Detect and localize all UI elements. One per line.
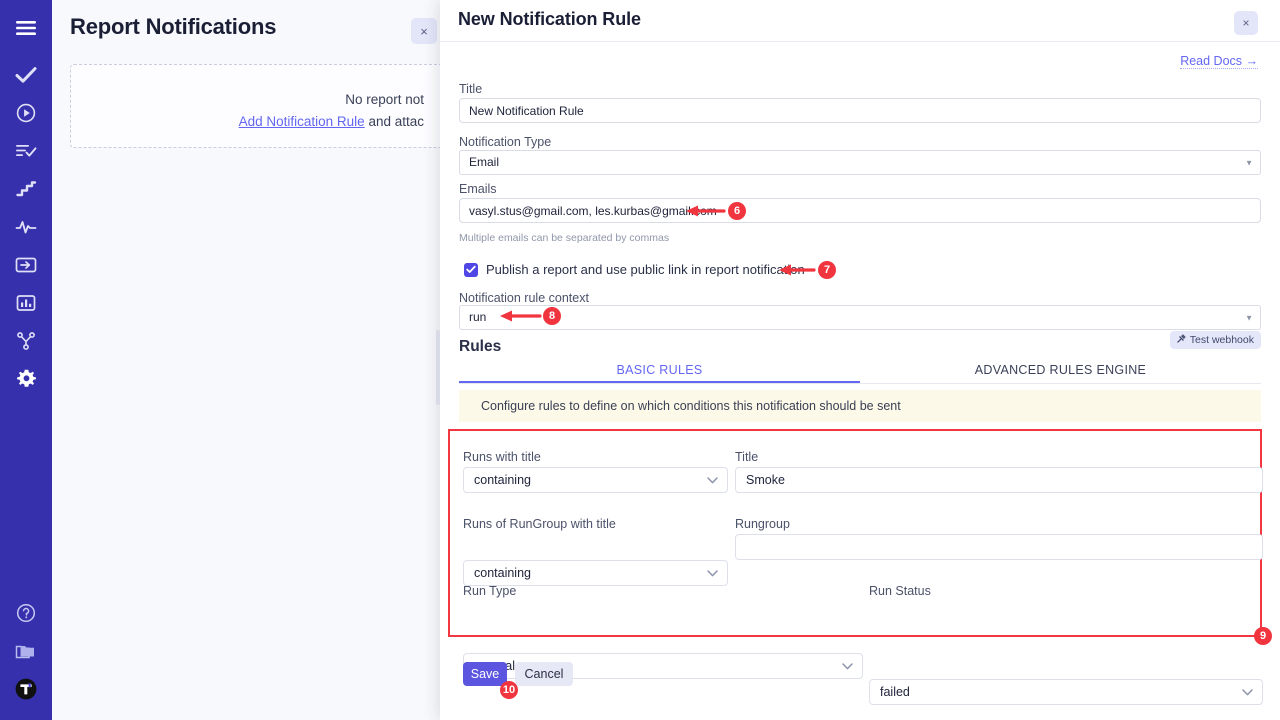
run-status-value: failed [880, 685, 910, 699]
save-button[interactable]: Save [463, 662, 507, 686]
chevron-down-icon [1242, 685, 1253, 699]
left-sidebar-rail [0, 0, 52, 720]
publish-checkbox[interactable] [464, 262, 478, 277]
avatar[interactable] [0, 670, 52, 708]
emails-input[interactable] [459, 198, 1261, 223]
context-select[interactable]: run ▼ [459, 305, 1261, 330]
title-rule-input[interactable]: Smoke [735, 467, 1263, 493]
annotation-badge-10: 10 [500, 681, 518, 699]
bar-chart-box-icon [16, 294, 36, 312]
title-label: Title [459, 82, 483, 96]
empty-state-suffix: and attac [364, 114, 424, 129]
cancel-button[interactable]: Cancel [515, 662, 573, 686]
title-rule-value: Smoke [746, 473, 785, 487]
context-value: run [469, 310, 487, 324]
panel-scrollbar[interactable] [436, 330, 440, 405]
check-icon [15, 66, 37, 84]
publish-checkbox-row: Publish a report and use public link in … [464, 262, 805, 277]
sidebar-item-help[interactable] [0, 594, 52, 632]
empty-state-text: No report not Add Notification Rule and … [239, 89, 424, 133]
sidebar-item-tests[interactable] [0, 56, 52, 94]
sidebar-item-projects[interactable] [0, 632, 52, 670]
gear-icon [16, 369, 37, 390]
sidebar-item-settings[interactable] [0, 360, 52, 398]
sidebar-item-steps[interactable] [0, 170, 52, 208]
runs-with-title-select[interactable]: containing [463, 467, 728, 493]
test-webhook-button[interactable]: Test webhook [1169, 331, 1261, 349]
chevron-down-icon [842, 659, 853, 673]
rungroup-title-select[interactable]: containing [463, 560, 728, 586]
emails-hint: Multiple emails can be separated by comm… [459, 232, 670, 244]
empty-state-line2: Add Notification Rule and attac [239, 111, 424, 133]
rungroup-title-value: containing [474, 566, 531, 580]
hamburger-menu-icon[interactable] [0, 0, 52, 56]
close-icon: × [1242, 16, 1250, 30]
sidebar-item-integrations[interactable] [0, 322, 52, 360]
steps-icon [15, 180, 37, 198]
folder-icon [15, 642, 37, 660]
annotation-badge-7: 7 [818, 261, 836, 279]
rules-notice: Configure rules to define on which condi… [459, 390, 1261, 422]
sidebar-item-analytics[interactable] [0, 208, 52, 246]
webhook-icon [1177, 334, 1186, 346]
test-webhook-label: Test webhook [1189, 334, 1254, 346]
annotation-badge-8: 8 [543, 307, 561, 325]
panel-header: New Notification Rule × [440, 0, 1280, 42]
rungroup-input[interactable] [735, 534, 1263, 560]
add-notification-rule-link[interactable]: Add Notification Rule [238, 114, 365, 129]
annotation-badge-9: 9 [1254, 627, 1272, 645]
annotation-badge-6: 6 [728, 202, 746, 220]
close-icon: × [420, 23, 428, 39]
notification-type-label: Notification Type [459, 135, 552, 149]
title-input[interactable] [459, 98, 1261, 123]
context-label: Notification rule context [459, 291, 589, 305]
sidebar-bottom-group [0, 594, 52, 720]
sidebar-item-test-results[interactable] [0, 132, 52, 170]
new-notification-rule-panel: New Notification Rule × Read Docs → Titl… [436, 0, 1280, 720]
import-box-icon [15, 256, 37, 274]
rules-heading: Rules [459, 338, 502, 355]
avatar-icon [15, 678, 37, 700]
rungroup-title-label: Runs of RunGroup with title [463, 517, 616, 531]
panel-title: New Notification Rule [458, 9, 641, 29]
sidebar-item-reports[interactable] [0, 284, 52, 322]
branch-icon [16, 331, 36, 351]
rules-tabs: BASIC RULES ADVANCED RULES ENGINE [459, 360, 1261, 384]
runs-with-title-label: Runs with title [463, 450, 541, 464]
runs-with-title-value: containing [474, 473, 531, 487]
panel-close-button[interactable]: × [1234, 11, 1258, 35]
chevron-down-icon: ▼ [1245, 158, 1253, 167]
empty-state-line1: No report not [345, 92, 424, 107]
page-close-button[interactable]: × [411, 18, 437, 44]
help-circle-icon [16, 603, 36, 623]
chevron-down-icon: ▼ [1245, 313, 1253, 322]
run-type-label: Run Type [463, 584, 517, 598]
notification-type-select[interactable]: Email ▼ [459, 150, 1261, 175]
title-rule-label: Title [735, 450, 759, 464]
list-check-icon [15, 143, 37, 159]
sidebar-item-import[interactable] [0, 246, 52, 284]
rules-card: Runs with title containing Title Smoke R… [448, 429, 1263, 705]
activity-pulse-icon [15, 219, 37, 235]
notification-type-value: Email [469, 155, 500, 169]
tab-advanced-rules-engine[interactable]: ADVANCED RULES ENGINE [974, 363, 1147, 377]
check-icon [466, 265, 476, 273]
run-status-label: Run Status [869, 584, 931, 598]
sidebar-top-group [0, 0, 52, 398]
page-title: Report Notifications [70, 14, 277, 39]
chevron-down-icon [707, 566, 718, 580]
sidebar-item-runs[interactable] [0, 94, 52, 132]
read-docs-link[interactable]: Read Docs → [1180, 54, 1258, 69]
chevron-down-icon [707, 473, 718, 487]
tab-basic-rules[interactable]: BASIC RULES [459, 360, 860, 383]
rungroup-label: Rungroup [735, 517, 790, 531]
publish-checkbox-label[interactable]: Publish a report and use public link in … [486, 262, 805, 277]
emails-label: Emails [459, 182, 497, 196]
run-status-select[interactable]: failed [869, 679, 1263, 705]
play-circle-icon [16, 103, 36, 123]
